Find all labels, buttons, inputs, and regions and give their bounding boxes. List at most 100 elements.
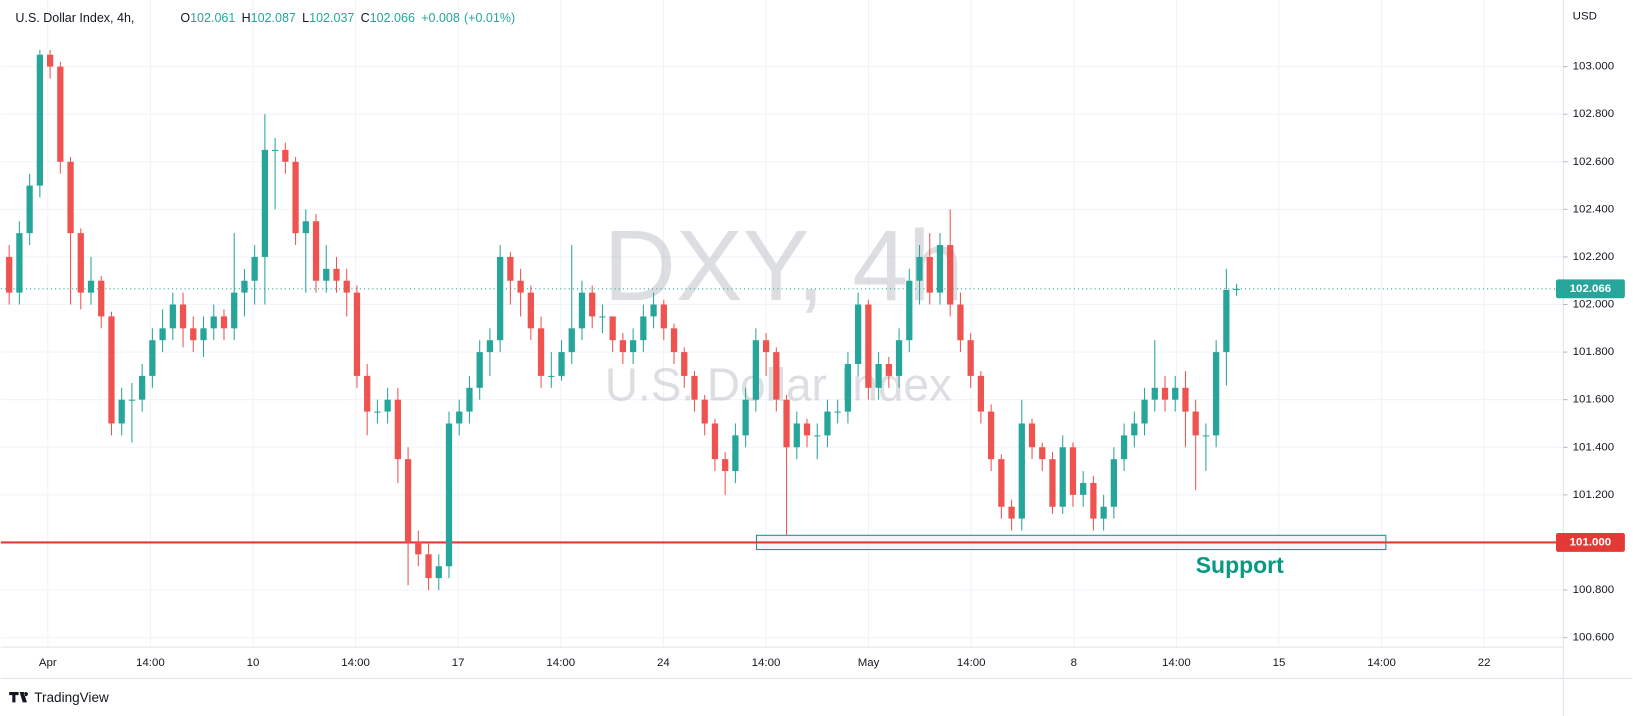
candle-body — [1131, 423, 1138, 436]
candle-body — [670, 328, 678, 353]
candle-body — [1110, 459, 1117, 507]
y-tick-label: 102.000 — [1573, 299, 1614, 311]
candle-body — [732, 435, 739, 472]
y-tick-label: 103.000 — [1573, 61, 1614, 73]
candle-body — [957, 304, 964, 341]
x-tick-label: 14:00 — [957, 657, 986, 669]
change: +0.008 — [421, 11, 460, 25]
candle-body — [210, 316, 217, 329]
candle-body — [814, 435, 821, 437]
candle-body — [231, 292, 238, 329]
brand-logo — [9, 691, 29, 703]
candle-body — [977, 375, 985, 412]
candle-body — [271, 149, 279, 151]
support-annotation: Support — [1196, 552, 1284, 578]
candle-body — [220, 316, 228, 329]
candle-body — [139, 375, 146, 400]
candle-body — [6, 256, 13, 293]
candle-body — [159, 328, 166, 341]
ohlc-legend: O 102.061 H 102.087 L 102.037 C 102.066 +0.008 (+… — [180, 11, 515, 25]
candle-body — [507, 256, 514, 281]
candle-body — [394, 399, 401, 460]
candle-body — [1039, 447, 1046, 460]
x-tick-label: Apr — [39, 657, 57, 669]
y-tick-label: 100.800 — [1573, 584, 1614, 596]
candle-body — [1202, 435, 1210, 437]
price-label: 102.066 — [1570, 283, 1611, 295]
candle-body — [1120, 435, 1128, 460]
candle-body — [261, 149, 269, 257]
ohlc-key: L — [302, 11, 309, 25]
candle-body — [895, 340, 903, 376]
candle-body — [343, 280, 350, 293]
candle-body — [834, 411, 841, 413]
candle-body — [783, 399, 790, 448]
candle-body — [118, 399, 125, 424]
candle-body — [1141, 399, 1148, 424]
candle-body — [916, 256, 923, 281]
candle-body — [333, 268, 340, 281]
marks — [0, 49, 1564, 591]
candle-body — [1223, 290, 1230, 353]
y-tick-label: 102.400 — [1573, 203, 1614, 215]
candle-body — [1100, 506, 1107, 519]
candle-body — [967, 340, 974, 376]
x-tick-label: 17 — [452, 657, 465, 669]
y-tick-label: 101.600 — [1573, 394, 1614, 406]
candle-body — [599, 316, 606, 318]
candle-body — [36, 54, 43, 186]
candle-body — [1213, 352, 1220, 436]
candle-body — [497, 256, 504, 341]
ohlc-key: C — [361, 11, 370, 25]
candle-body — [466, 387, 473, 412]
x-tick-label: 14:00 — [1162, 657, 1191, 669]
y-tick-label: 102.200 — [1573, 251, 1614, 263]
candle-body — [568, 328, 575, 353]
y-tick-label: 102.600 — [1573, 156, 1614, 168]
candle-body — [1233, 288, 1240, 291]
currency-label: USD — [1573, 11, 1597, 23]
candle-body — [1008, 506, 1015, 519]
price-label-box — [1555, 533, 1625, 552]
candle-body — [415, 542, 422, 555]
candle-body — [1059, 447, 1066, 507]
candle-body — [67, 161, 74, 234]
candle-body — [517, 280, 524, 293]
brand: TradingView — [34, 690, 109, 705]
x-tick-label: 10 — [247, 657, 260, 669]
candle-body — [1080, 482, 1087, 495]
x-tick-label: 14:00 — [136, 657, 165, 669]
candle-body — [364, 375, 371, 412]
candle-body — [742, 399, 749, 436]
candle-body — [947, 245, 954, 305]
candle-body — [87, 280, 95, 293]
candle-body — [752, 340, 759, 400]
candle-body — [128, 399, 136, 401]
ohlc-value: 102.087 — [251, 11, 296, 25]
candle-body — [926, 256, 933, 293]
candle-body — [241, 280, 248, 293]
price-label-box — [1555, 279, 1625, 299]
candle-body — [865, 304, 872, 388]
candle-body — [824, 411, 831, 436]
candle-body — [691, 375, 698, 400]
x-tick-label: 14:00 — [546, 657, 575, 669]
x-tick-label: 24 — [657, 657, 670, 669]
candle-body — [998, 459, 1005, 507]
candle-body — [353, 292, 361, 376]
candle-body — [312, 221, 320, 281]
candle-body — [773, 352, 780, 400]
candle-body — [149, 340, 156, 376]
candle-body — [179, 304, 187, 329]
candle-body — [875, 364, 882, 388]
candle-body — [987, 411, 995, 460]
candle-body — [537, 328, 545, 376]
x-tick-label: May — [858, 657, 880, 669]
candle-body — [1069, 447, 1077, 495]
x-tick-label: 14:00 — [752, 657, 781, 669]
candle-body — [169, 304, 176, 329]
ohlc-value: 102.037 — [309, 11, 354, 25]
candle-body — [558, 352, 565, 376]
